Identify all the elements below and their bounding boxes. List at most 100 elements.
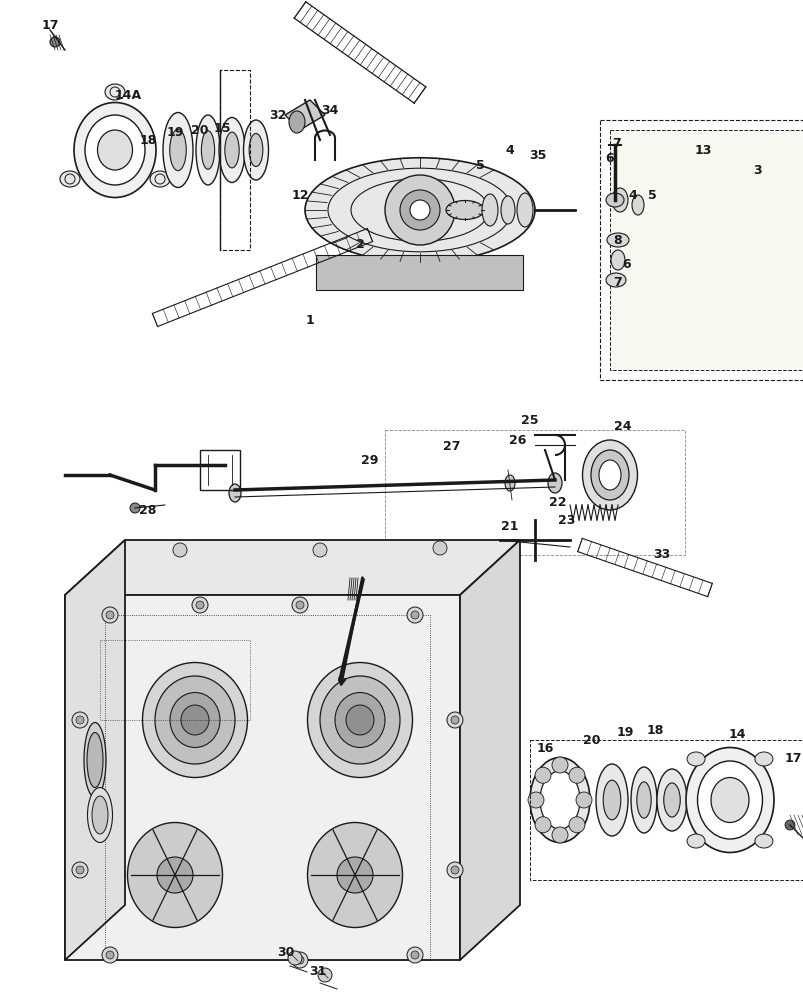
Circle shape: [569, 817, 585, 833]
Text: 34: 34: [321, 104, 338, 117]
Circle shape: [296, 956, 304, 964]
Ellipse shape: [307, 822, 402, 927]
Text: 33: 33: [653, 548, 670, 562]
Ellipse shape: [50, 37, 60, 47]
Circle shape: [410, 611, 418, 619]
Ellipse shape: [529, 758, 589, 842]
Text: 23: 23: [557, 514, 575, 526]
Ellipse shape: [87, 732, 103, 788]
Text: 1: 1: [305, 314, 314, 326]
Ellipse shape: [229, 484, 241, 502]
Circle shape: [410, 200, 430, 220]
Ellipse shape: [697, 761, 761, 839]
Circle shape: [72, 712, 88, 728]
Text: 20: 20: [191, 124, 209, 137]
Ellipse shape: [345, 705, 373, 735]
Ellipse shape: [181, 705, 209, 735]
Ellipse shape: [482, 194, 497, 226]
Ellipse shape: [196, 115, 220, 185]
Ellipse shape: [754, 752, 772, 766]
Text: 22: 22: [548, 496, 566, 510]
Ellipse shape: [710, 778, 748, 822]
Ellipse shape: [687, 834, 704, 848]
Ellipse shape: [169, 692, 220, 747]
Polygon shape: [65, 540, 124, 960]
Ellipse shape: [128, 822, 222, 927]
Text: 30: 30: [277, 946, 295, 959]
Text: 6: 6: [605, 152, 613, 165]
Ellipse shape: [243, 120, 268, 180]
Ellipse shape: [504, 475, 515, 491]
Circle shape: [385, 175, 454, 245]
Text: 13: 13: [694, 144, 711, 157]
Ellipse shape: [92, 796, 108, 834]
Ellipse shape: [320, 676, 400, 764]
Polygon shape: [65, 540, 520, 595]
Text: 4: 4: [505, 144, 514, 157]
Ellipse shape: [307, 662, 412, 778]
Ellipse shape: [656, 769, 686, 831]
Ellipse shape: [582, 440, 637, 510]
Ellipse shape: [335, 692, 385, 747]
Circle shape: [157, 857, 193, 893]
Circle shape: [102, 607, 118, 623]
Text: 16: 16: [536, 741, 553, 754]
Text: 31: 31: [309, 965, 326, 978]
Polygon shape: [65, 595, 459, 960]
Text: 7: 7: [613, 276, 622, 290]
Circle shape: [76, 866, 84, 874]
Ellipse shape: [201, 131, 214, 169]
Text: 7: 7: [612, 137, 621, 150]
Ellipse shape: [74, 103, 156, 198]
Circle shape: [173, 543, 187, 557]
Polygon shape: [459, 540, 520, 960]
Ellipse shape: [97, 130, 132, 170]
Text: 14A: 14A: [114, 89, 141, 102]
Circle shape: [72, 862, 88, 878]
Ellipse shape: [218, 118, 245, 183]
Ellipse shape: [636, 782, 650, 818]
Circle shape: [784, 820, 794, 830]
Polygon shape: [609, 130, 803, 370]
Text: 5: 5: [647, 189, 655, 202]
Circle shape: [534, 767, 550, 783]
Circle shape: [291, 597, 308, 613]
Circle shape: [196, 601, 204, 609]
Circle shape: [406, 607, 422, 623]
Circle shape: [76, 716, 84, 724]
Ellipse shape: [590, 450, 628, 500]
Circle shape: [534, 817, 550, 833]
Ellipse shape: [548, 473, 561, 493]
Text: 26: 26: [508, 434, 526, 446]
Ellipse shape: [150, 171, 169, 187]
Circle shape: [569, 767, 585, 783]
Ellipse shape: [169, 129, 186, 171]
Text: 29: 29: [361, 454, 378, 466]
Ellipse shape: [446, 200, 483, 220]
Ellipse shape: [105, 84, 124, 100]
Text: 15: 15: [213, 122, 230, 135]
Text: 18: 18: [646, 723, 662, 736]
Circle shape: [130, 503, 140, 513]
Text: 20: 20: [582, 733, 600, 746]
Circle shape: [575, 792, 591, 808]
Circle shape: [406, 947, 422, 963]
Text: 2: 2: [355, 238, 364, 251]
Ellipse shape: [754, 834, 772, 848]
Circle shape: [106, 951, 114, 959]
Text: 35: 35: [528, 149, 546, 162]
Circle shape: [446, 712, 463, 728]
Text: 19: 19: [616, 726, 633, 739]
Polygon shape: [316, 255, 523, 290]
Ellipse shape: [605, 193, 623, 207]
Circle shape: [528, 792, 544, 808]
Text: 32: 32: [269, 109, 287, 122]
Ellipse shape: [654, 196, 734, 284]
Ellipse shape: [631, 195, 643, 215]
Circle shape: [287, 951, 302, 965]
Text: 19: 19: [166, 126, 183, 139]
Ellipse shape: [163, 113, 193, 188]
Ellipse shape: [639, 180, 749, 300]
Ellipse shape: [673, 217, 715, 263]
Text: 17: 17: [41, 19, 59, 32]
